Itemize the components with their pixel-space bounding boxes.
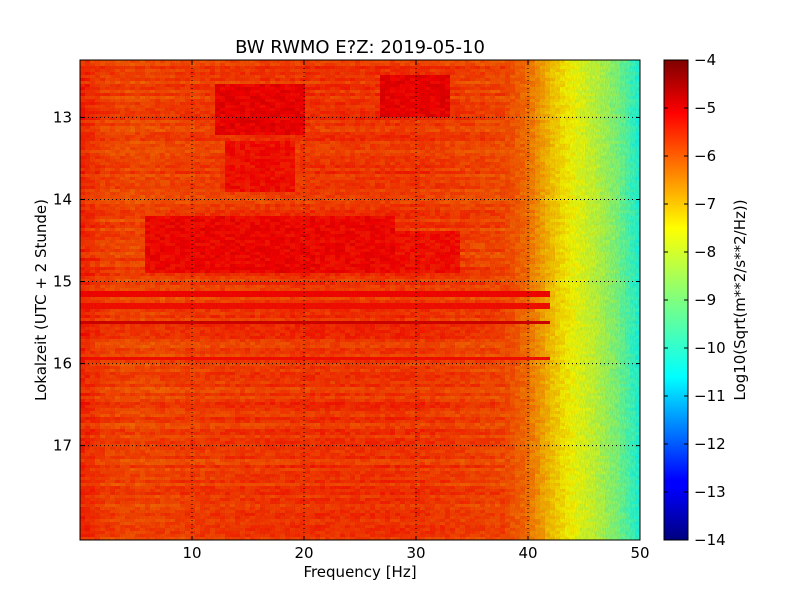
spectrogram-chart: 10 20 30 40 50 1314151617 BW RWMO E?Z: 2019-… — [32, 37, 749, 581]
